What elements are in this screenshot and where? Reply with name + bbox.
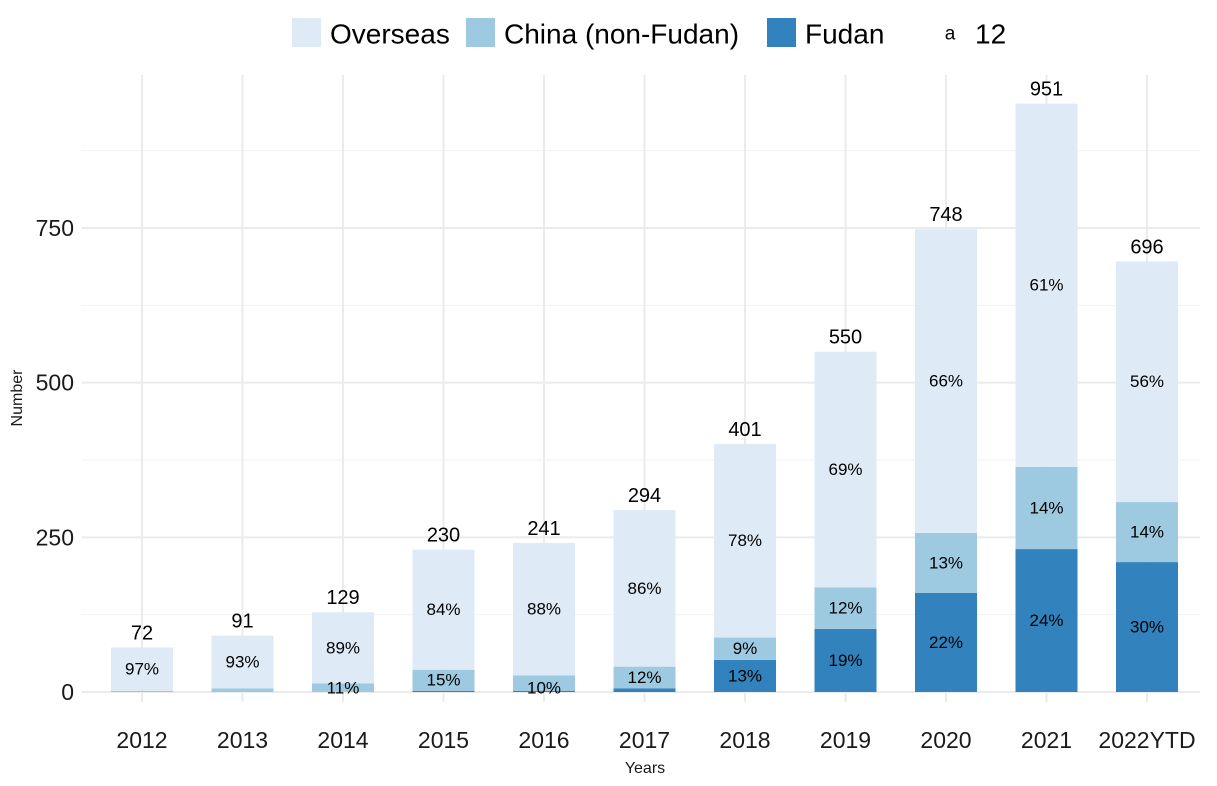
legend-label: Overseas xyxy=(330,19,450,50)
legend-size-value: 12 xyxy=(975,19,1006,50)
percent-label: 9% xyxy=(733,639,758,658)
y-tick-label: 750 xyxy=(36,215,74,241)
percent-label: 30% xyxy=(1130,618,1164,637)
bar-segment-overseas xyxy=(714,443,776,638)
total-label: 401 xyxy=(728,419,761,441)
percent-label: 69% xyxy=(828,460,862,479)
bar-segment-fudan xyxy=(915,593,977,692)
bar-segment-fudan xyxy=(714,659,776,692)
total-label: 91 xyxy=(231,611,253,633)
x-tick-label: 2016 xyxy=(518,727,569,753)
y-tick-label: 250 xyxy=(36,524,74,550)
percent-label: 14% xyxy=(1130,523,1164,542)
y-tick-label: 0 xyxy=(61,679,74,705)
x-tick-label: 2015 xyxy=(418,727,469,753)
bar-segment-fudan xyxy=(613,688,676,692)
total-label: 129 xyxy=(326,587,359,609)
percent-label: 61% xyxy=(1029,276,1063,295)
bar-segment-china-non-fudan xyxy=(714,637,776,660)
percent-label: 10% xyxy=(527,679,561,698)
bar-segment-fudan xyxy=(1116,562,1178,692)
percent-label: 89% xyxy=(326,638,360,657)
total-label: 550 xyxy=(829,327,862,349)
bar-segment-china-non-fudan xyxy=(1116,502,1178,563)
x-tick-label: 2020 xyxy=(920,727,971,753)
legend: Overseas China (non-Fudan) Fudan a 12 xyxy=(292,18,1006,50)
bar-segment-overseas xyxy=(915,229,977,534)
percent-label: 19% xyxy=(828,651,862,670)
bar-segment-overseas xyxy=(312,612,374,684)
bar-segment-overseas xyxy=(613,510,676,667)
total-label: 230 xyxy=(427,525,460,547)
x-tick-label: 2013 xyxy=(217,727,268,753)
total-label: 748 xyxy=(929,204,962,226)
legend-label: China (non-Fudan) xyxy=(504,19,739,50)
bar-segment-china-non-fudan xyxy=(513,675,575,691)
total-label: 241 xyxy=(527,518,560,540)
bar-segment-overseas xyxy=(513,542,575,676)
legend-swatch xyxy=(466,18,495,47)
percent-label: 24% xyxy=(1029,611,1063,630)
bar-segment-china-non-fudan xyxy=(1015,466,1078,550)
bars xyxy=(111,103,1178,692)
percent-label: 14% xyxy=(1029,498,1063,517)
bar-segment-fudan xyxy=(412,690,475,692)
bar-segment-overseas xyxy=(814,351,877,588)
bar-segment-overseas xyxy=(1116,261,1178,503)
percent-label: 97% xyxy=(125,660,159,679)
total-label: 72 xyxy=(131,622,153,644)
percent-label: 84% xyxy=(426,600,460,619)
legend-swatch xyxy=(767,18,796,47)
percent-label: 93% xyxy=(225,652,259,671)
axes: 0 250 500 750 2012 2013 2014 2015 2016 2017 2018 20… xyxy=(36,215,1196,753)
percent-label: 78% xyxy=(728,531,762,550)
percent-label: 88% xyxy=(527,600,561,619)
bar-segment-fudan xyxy=(1015,549,1078,692)
percent-label: 15% xyxy=(426,671,460,690)
percent-label: 12% xyxy=(828,599,862,618)
data-labels: 97% 72 93% 91 11% 89% 129 15% 84% 230 10% 88% 241 12%… xyxy=(125,79,1164,698)
x-tick-label: 2017 xyxy=(619,727,670,753)
percent-label: 12% xyxy=(627,668,661,687)
x-tick-label: 2018 xyxy=(719,727,770,753)
total-label: 696 xyxy=(1130,236,1163,258)
legend-label: Fudan xyxy=(805,19,884,50)
x-axis-title: Years xyxy=(625,760,665,777)
x-tick-label: 2019 xyxy=(820,727,871,753)
bar-segment-china-non-fudan xyxy=(814,587,877,629)
y-tick-label: 500 xyxy=(36,370,74,396)
legend-size-key: a xyxy=(945,24,956,45)
bar-segment-china-non-fudan xyxy=(211,688,274,692)
bar-segment-fudan xyxy=(814,628,877,692)
bar-segment-china-non-fudan xyxy=(111,690,173,692)
percent-label: 13% xyxy=(929,554,963,573)
bar-segment-overseas xyxy=(412,549,475,670)
percent-label: 66% xyxy=(929,372,963,391)
bar-segment-china-non-fudan xyxy=(312,683,374,692)
percent-label: 56% xyxy=(1130,372,1164,391)
bar-segment-overseas xyxy=(211,635,274,689)
bar-segment-china-non-fudan xyxy=(412,669,475,691)
percent-label: 22% xyxy=(929,633,963,652)
legend-swatch xyxy=(292,18,321,47)
x-tick-label: 2022YTD xyxy=(1098,727,1195,753)
x-tick-label: 2014 xyxy=(317,727,368,753)
bar-segment-overseas xyxy=(1015,103,1078,467)
total-label: 951 xyxy=(1030,79,1063,101)
x-tick-label: 2021 xyxy=(1021,727,1072,753)
bar-segment-china-non-fudan xyxy=(613,666,676,689)
y-axis-title: Number xyxy=(9,369,26,427)
bar-segment-china-non-fudan xyxy=(915,533,977,594)
bar-segment-overseas xyxy=(111,647,173,691)
percent-label: 86% xyxy=(627,579,661,598)
bar-segment-fudan xyxy=(513,690,575,692)
percent-label: 11% xyxy=(327,679,360,698)
x-tick-label: 2012 xyxy=(116,727,167,753)
total-label: 294 xyxy=(628,485,661,507)
percent-label: 13% xyxy=(728,666,762,685)
